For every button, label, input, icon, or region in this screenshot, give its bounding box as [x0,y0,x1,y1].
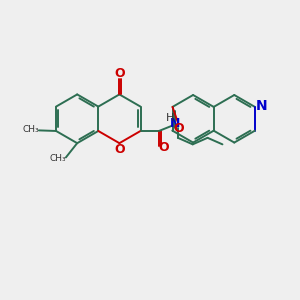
Text: CH₃: CH₃ [49,154,66,163]
Text: O: O [114,67,125,80]
Text: O: O [115,143,125,156]
Text: N: N [256,99,267,113]
Text: O: O [173,122,184,135]
Text: O: O [159,140,169,154]
Text: H: H [166,113,174,123]
Text: N: N [170,117,180,130]
Text: CH₃: CH₃ [22,125,39,134]
